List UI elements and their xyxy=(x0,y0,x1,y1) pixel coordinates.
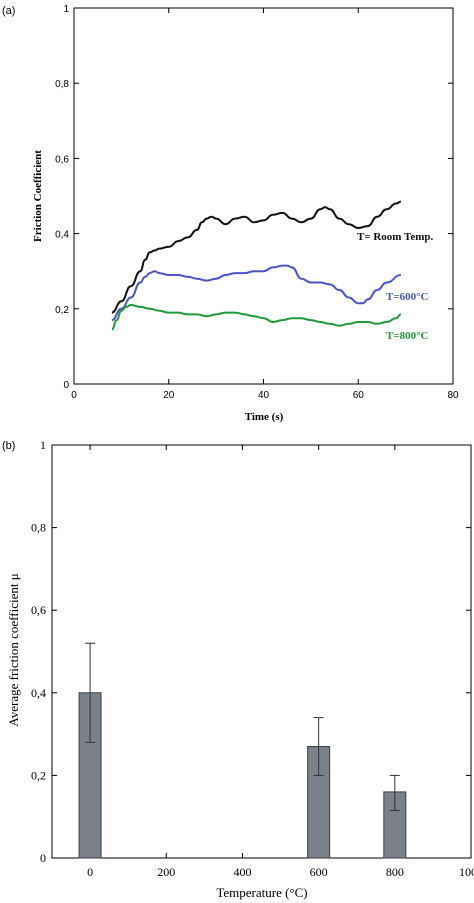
panel-b-xtick-label: 0 xyxy=(87,865,93,879)
panel-b-xtick-label: 800 xyxy=(386,865,404,879)
panel-b-ytick-label: 0,2 xyxy=(31,768,46,782)
panel-a-ytick-label: 0 xyxy=(63,380,69,391)
panel-b-ytick-label: 0 xyxy=(40,851,46,865)
panel-a-series-line-0 xyxy=(111,200,401,314)
panel-a-frame xyxy=(73,7,454,385)
panel-a-series-line-1 xyxy=(111,264,402,322)
panel-a-chart: 0 20 40 60 80 0 0,2 0,4 0,6 0,8 1 xyxy=(55,4,459,401)
panel-a-ytick-label: 0,2 xyxy=(55,305,69,316)
panel-b-label: (b) xyxy=(2,440,15,452)
panel-b-ytick-label: 0,6 xyxy=(31,603,46,617)
panel-b-xtick-label: 400 xyxy=(233,865,251,879)
panel-a-ylabel: Friction Coefficient xyxy=(32,150,44,242)
panel-a-xtick-label: 80 xyxy=(447,390,459,401)
panel-a-xtick-label: 60 xyxy=(353,390,365,401)
panel-b-frame xyxy=(51,444,472,859)
panel-b-xtick-label: 200 xyxy=(157,865,175,879)
series-label-600c: T=600°C xyxy=(386,291,429,303)
panel-a-ytick-label: 1 xyxy=(63,4,69,15)
panel-b-xlabel: Temperature (°C) xyxy=(216,885,307,900)
panel-a-xtick-label: 20 xyxy=(163,390,175,401)
panel-a-ytick-label: 0,4 xyxy=(55,230,69,241)
series-label-800c: T=800°C xyxy=(386,330,429,342)
panel-b-xtick-label: 600 xyxy=(310,865,328,879)
panel-b-ylabel: Average friction coefficient μ xyxy=(6,573,21,726)
panel-a-series-line-2 xyxy=(111,304,402,331)
panel-b-ytick-label: 1 xyxy=(40,438,46,452)
panel-a-ytick-label: 0,6 xyxy=(55,154,69,165)
series-label-room-temp: T= Room Temp. xyxy=(357,231,434,243)
panel-b-ytick-label: 0,8 xyxy=(31,521,46,535)
panel-a-xtick-label: 40 xyxy=(258,390,270,401)
panel-a-xlabel: Time (s) xyxy=(245,411,284,423)
panel-a-ytick-label: 0,8 xyxy=(55,79,69,90)
panel-a-label: (a) xyxy=(2,5,15,17)
panel-a-xtick-label: 0 xyxy=(71,390,77,401)
panel-b-ytick-label: 0,4 xyxy=(31,686,46,700)
